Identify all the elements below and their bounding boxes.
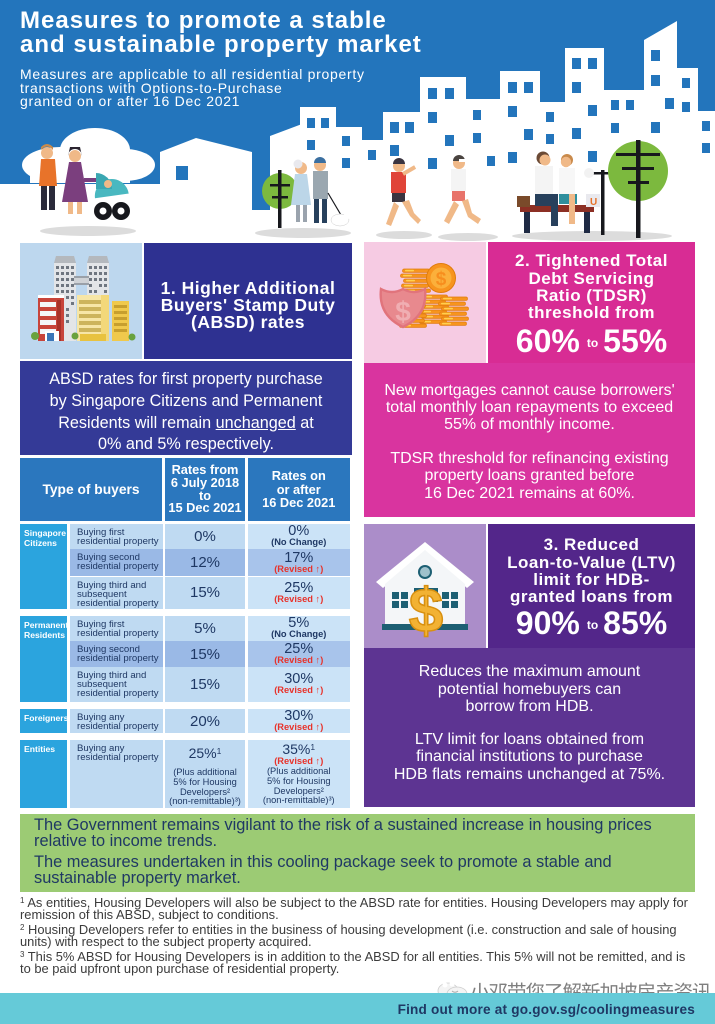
svg-text:$: $ <box>409 577 443 646</box>
svg-text:U: U <box>590 197 597 208</box>
svg-text:$: $ <box>395 296 411 327</box>
svg-text:$: $ <box>436 269 447 290</box>
